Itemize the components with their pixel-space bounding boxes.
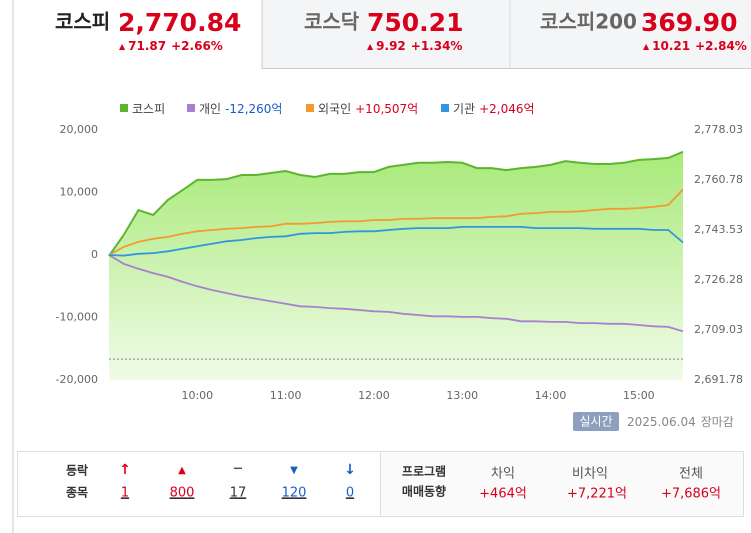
y-tick-label: 20,000 (60, 123, 99, 136)
x-tick-label: 11:00 (270, 389, 302, 402)
legend-name: 기관 (453, 102, 475, 116)
y-tick-label: 0 (91, 248, 98, 261)
x-tick-label: 14:00 (535, 389, 567, 402)
status-date: 2025.06.04 장마감 (627, 415, 734, 429)
tab-bg (262, 0, 751, 68)
legend-entry: 코스피 (132, 102, 165, 116)
date: 2025.06.04 (627, 415, 696, 429)
icon-up: ▲ (178, 465, 186, 476)
change: 71.87 (128, 39, 166, 53)
x-tick-label: 12:00 (358, 389, 390, 402)
badge-bg (573, 412, 619, 431)
badge: 실시간 (579, 415, 612, 429)
tab-name[interactable]: 코스피200 (540, 10, 637, 34)
tab-change: ▲ 71.87 +2.66% (119, 39, 223, 53)
area (109, 151, 683, 380)
legend-swatch (120, 104, 128, 112)
x-tick-label: 13:00 (446, 389, 478, 402)
change: 9.92 (376, 39, 406, 53)
program-name: 비차익 (572, 467, 608, 482)
breadth-label: 종목 (66, 486, 88, 500)
tab-name[interactable]: 코스닥 (304, 10, 360, 34)
legend-name: 코스피 (132, 102, 165, 116)
legend-total: +10,507억 (355, 102, 418, 116)
legend-name: 개인 (199, 102, 221, 116)
tab-name[interactable]: 코스피 (55, 10, 110, 34)
rate: +1.34% (411, 39, 463, 53)
y2-tick-label: 2,691.78 (694, 373, 743, 386)
program-value: +464억 (479, 487, 527, 502)
tab[interactable]: 코스피200 369.90 ▲ 10.21 +2.84% (540, 8, 747, 53)
legend-total: +2,046억 (479, 102, 534, 116)
x-tick-label: 15:00 (623, 389, 655, 402)
y2-tick-label: 2,743.53 (694, 223, 743, 236)
breadth-count[interactable]: 0 (346, 486, 354, 501)
tab-value: 369.90 (641, 8, 737, 37)
breadth-count[interactable]: 120 (282, 486, 307, 501)
icon-down: ▼ (290, 465, 298, 476)
y-tick-label: -10,000 (56, 311, 98, 324)
program-value: +7,221억 (567, 487, 627, 502)
y2-tick-label: 2,709.03 (694, 323, 743, 336)
legend-entry: 기관 +2,046억 (453, 102, 535, 116)
program-label: 매매동향 (402, 484, 446, 499)
session: 장마감 (701, 415, 734, 429)
tab-value: 750.21 (367, 8, 463, 37)
breadth-label: 등락 (66, 464, 88, 478)
program-label: 프로그램 (402, 464, 446, 479)
legend-swatch (441, 104, 449, 112)
breadth-count[interactable]: 800 (170, 486, 195, 501)
legend-swatch (306, 104, 314, 112)
tab[interactable]: 코스닥 750.21 ▲ 9.92 +1.34% (304, 8, 463, 53)
legend-swatch (187, 104, 195, 112)
series-line (108, 188, 684, 256)
y2-tick-label: 2,778.03 (694, 123, 743, 136)
y2-tick-label: 2,760.78 (694, 173, 743, 186)
legend-entry: 외국인 +10,507억 (318, 102, 418, 116)
chart: -20,000 -10,000 0 10,000 20,000 2,691.78 2,709… (56, 102, 743, 403)
icon-lower: ↓ (344, 462, 356, 478)
series-line (108, 150, 684, 257)
program-value: +7,686억 (661, 487, 721, 502)
y2-tick-label: 2,726.28 (694, 273, 743, 286)
rate: +2.84% (695, 39, 747, 53)
tab-value: 2,770.84 (118, 8, 241, 37)
icon-flat: − (233, 462, 244, 477)
rate: +2.66% (171, 39, 223, 53)
legend-total: -12,260억 (225, 102, 282, 116)
breadth-count[interactable]: 17 (230, 486, 247, 501)
program-name: 전체 (679, 467, 703, 482)
tab[interactable]: 코스피 2,770.84 ▲ 71.87 +2.66% (55, 8, 241, 53)
series-line (108, 254, 684, 333)
y-tick-label: 10,000 (60, 186, 99, 199)
program-bg (381, 452, 743, 516)
series-line (108, 226, 684, 257)
legend-name: 외국인 (318, 102, 351, 116)
x-tick-label: 10:00 (181, 389, 213, 402)
change: 10.21 (652, 39, 690, 53)
icon-upper: ↑ (119, 462, 131, 478)
y-tick-label: -20,000 (56, 373, 98, 386)
program-name: 차익 (491, 467, 515, 482)
tab-change: ▲ 9.92 +1.34% (367, 39, 462, 53)
breadth-count[interactable]: 1 (121, 486, 129, 501)
tab-change: ▲ 10.21 +2.84% (643, 39, 747, 53)
legend-entry: 개인 -12,260억 (199, 102, 282, 116)
